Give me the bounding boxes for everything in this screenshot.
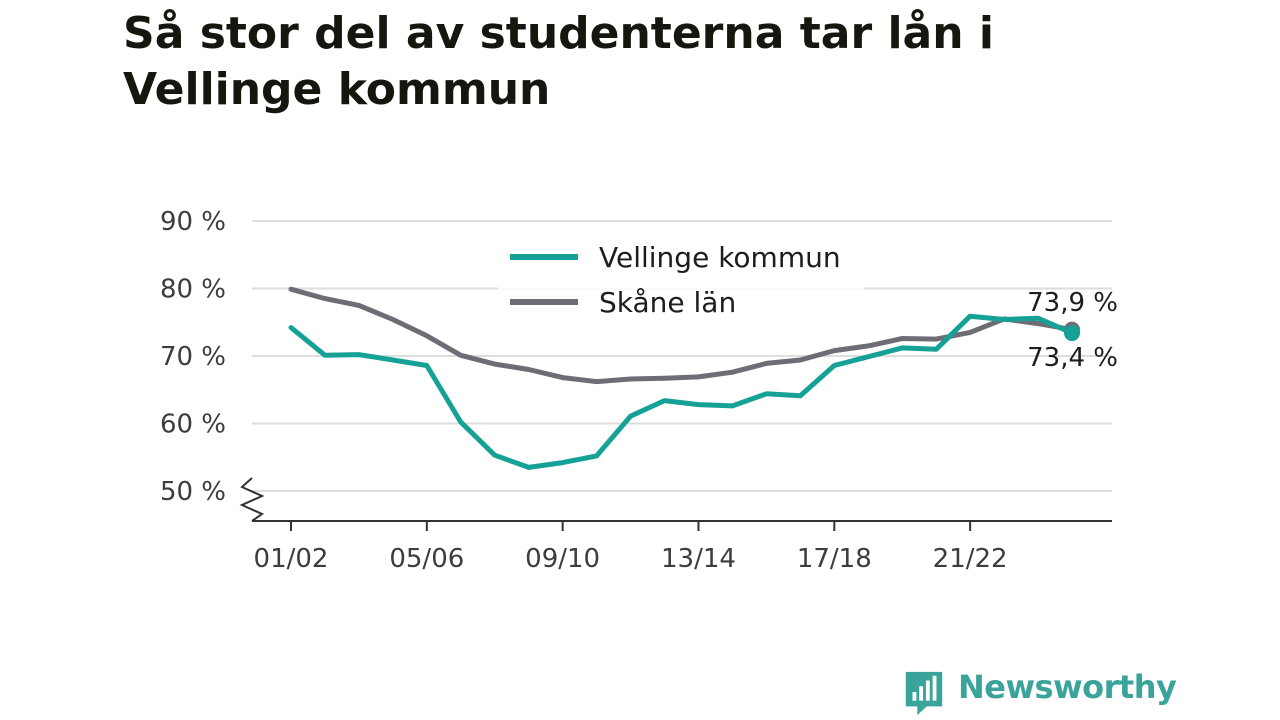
x-tick-label: 13/14 <box>661 544 736 574</box>
x-tick-label: 05/06 <box>389 544 464 574</box>
x-tick-label: 21/22 <box>933 544 1008 574</box>
x-axis <box>239 477 1112 522</box>
y-tick-label: 80 % <box>160 275 226 305</box>
series-line <box>288 313 1075 470</box>
legend-label: Skåne län <box>599 286 736 319</box>
series-end-point <box>1064 325 1080 342</box>
axis-break-marker <box>239 477 265 522</box>
chart-title: Så stor del av studenterna tar lån i Vel… <box>123 8 994 115</box>
newsworthy-brand-name: Newsworthy <box>958 668 1177 706</box>
x-tick-label: 01/02 <box>254 544 329 574</box>
x-tick-label: 09/10 <box>525 544 600 574</box>
newsworthy-logo-icon <box>905 671 943 716</box>
end-labels: 73,9 % 73,4 % <box>1027 288 1118 373</box>
legend: Vellinge kommun Skåne län <box>498 236 864 328</box>
legend-label: Vellinge kommun <box>599 241 841 274</box>
end-label-skane: 73,9 % <box>1027 288 1118 318</box>
y-tick-label: 50 % <box>160 477 226 507</box>
line-chart: 50 % 60 % 70 % 80 % 90 % 01/02 05/06 09/10 13/1… <box>160 207 1118 574</box>
y-tick-label: 90 % <box>160 207 226 237</box>
grid-lines <box>252 220 1112 492</box>
y-tick-label: 60 % <box>160 410 226 440</box>
end-label-vellinge: 73,4 % <box>1027 343 1118 373</box>
y-tick-label: 70 % <box>160 342 226 372</box>
x-axis-tick-labels: 01/02 05/06 09/10 13/14 17/18 21/22 <box>254 521 1008 574</box>
y-axis-tick-labels: 50 % 60 % 70 % 80 % 90 % <box>160 207 226 507</box>
series-line <box>288 286 1075 385</box>
series-lines <box>288 286 1080 470</box>
legend-background <box>498 236 864 328</box>
x-tick-label: 17/18 <box>797 544 872 574</box>
